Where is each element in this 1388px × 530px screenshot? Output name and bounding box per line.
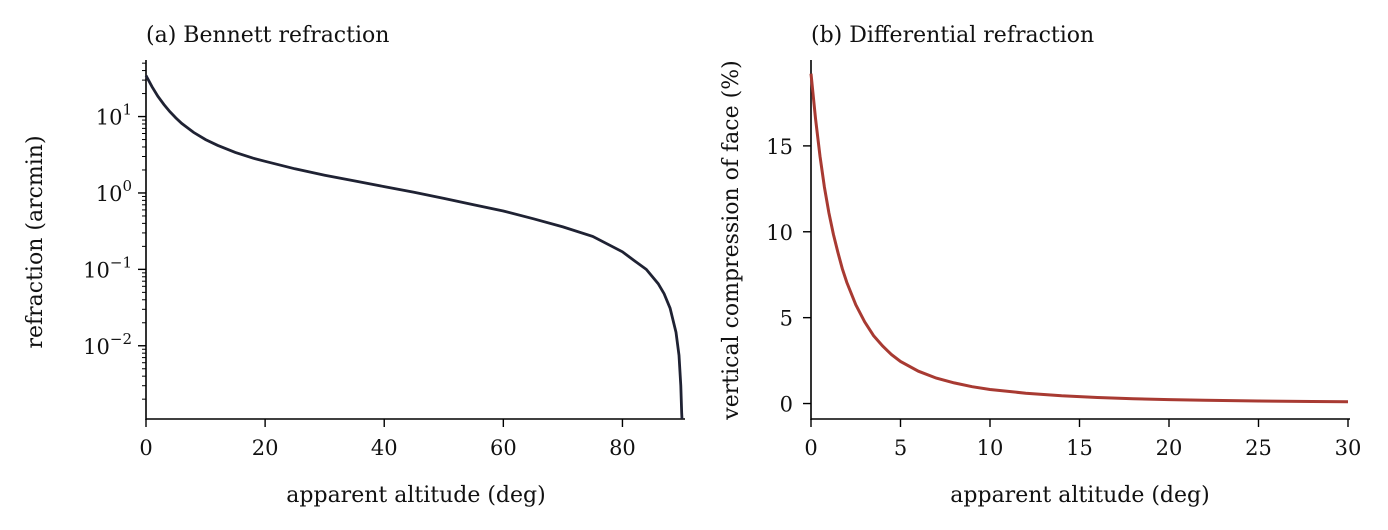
panel-b-x-axis-label: apparent altitude (deg): [950, 483, 1209, 508]
panel-a-x-tick-label: 80: [609, 436, 636, 460]
panel-b-y-ticks: 0 5 10 15: [766, 135, 811, 417]
panel-b-compression-line: [809, 73, 1349, 404]
panel-b-x-tick-label: 5: [894, 436, 907, 460]
panel-a-y-axis-label: refraction (arcmin): [23, 135, 48, 348]
panel-b-x-tick-label: 30: [1335, 436, 1362, 460]
panel-b-differential-refraction: (b) Differential refraction 0 5 10 15 20 25 30…: [719, 23, 1361, 508]
panel-b-x-tick-label: 25: [1245, 436, 1272, 460]
panel-b-y-tick-label: 5: [780, 307, 793, 331]
panel-a-x-axis-label: apparent altitude (deg): [286, 483, 545, 508]
panel-b-x-ticks: 0 5 10 15 20 25 30: [804, 419, 1361, 460]
panel-a-y-ticks: 101 100 10−1 10−2: [83, 101, 146, 359]
panel-a-y-tick-label: 100: [96, 177, 132, 206]
panel-a-x-ticks: 0 20 40 60 80: [139, 419, 636, 460]
panel-a-bennett-refraction: (a) Bennett refraction 0 20 40 60 80 1011001…: [23, 23, 685, 508]
panel-b-x-tick-label: 10: [977, 436, 1004, 460]
panel-b-x-tick-label: 15: [1066, 436, 1093, 460]
panel-a-y-tick-label: 101: [96, 101, 132, 130]
panel-a-y-tick-label: 10−2: [83, 330, 132, 359]
panel-b-y-tick-label: 0: [780, 393, 793, 417]
panel-b-y-tick-label: 10: [766, 221, 793, 245]
panel-a-x-tick-label: 40: [371, 436, 398, 460]
panel-b-x-tick-label: 20: [1156, 436, 1183, 460]
panel-a-x-tick-label: 20: [252, 436, 279, 460]
panel-a-refraction-line: [144, 74, 684, 420]
panel-a-title: (a) Bennett refraction: [146, 23, 389, 48]
panel-a-x-tick-label: 0: [139, 436, 152, 460]
panel-b-y-tick-label: 15: [766, 135, 793, 159]
panel-b-x-tick-label: 0: [804, 436, 817, 460]
panel-a-y-tick-label: 10−1: [83, 253, 132, 282]
panel-b-title: (b) Differential refraction: [811, 23, 1094, 48]
panel-a-minor-ticks: [142, 62, 146, 400]
panel-a-x-tick-label: 60: [490, 436, 517, 460]
panel-b-y-axis-label: vertical compression of face (%): [719, 60, 744, 420]
